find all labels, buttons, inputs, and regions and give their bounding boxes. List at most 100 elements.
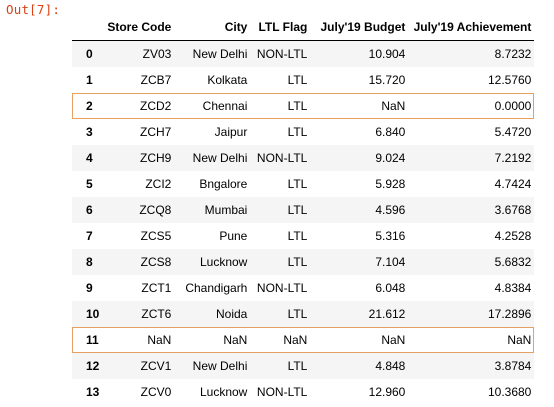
ltl-flag-cell: NON-LTL	[256, 385, 308, 399]
budget-cell: 5.928	[375, 177, 406, 191]
table-row: 0 ZV03 New Delhi NON-LTL 10.904 8.7232	[72, 40, 535, 67]
store-code-cell: ZCT6	[141, 307, 172, 321]
budget-cell: NaN	[381, 333, 406, 347]
row-index: 1	[86, 73, 93, 87]
table-row: 5 ZCI2 Bngalore LTL 5.928 4.7424	[72, 171, 534, 197]
row-index: 12	[86, 359, 100, 373]
achievement-cell: 5.4720	[494, 125, 532, 139]
city-cell: Kolkata	[207, 73, 248, 87]
store-code-cell: ZCV0	[140, 385, 172, 399]
budget-cell: 5.316	[375, 229, 406, 243]
achievement-cell: 0.0000	[494, 99, 532, 113]
column-header-city: City	[174, 14, 251, 41]
ltl-flag-cell: LTL	[287, 125, 308, 139]
ltl-flag-cell: NON-LTL	[256, 151, 308, 165]
city-cell: Pune	[219, 229, 248, 243]
achievement-cell: 5.6832	[494, 255, 532, 269]
table-row: 4 ZCH9 New Delhi NON-LTL 9.024 7.2192	[72, 145, 535, 171]
achievement-cell: 4.2528	[494, 229, 532, 243]
table-header: Store Code City LTL Flag July'19 Budget …	[72, 14, 535, 41]
ltl-flag-cell: NaN	[283, 333, 308, 347]
store-code-cell: ZCI2	[145, 177, 172, 191]
index-header	[72, 14, 103, 41]
table-row: 13 ZCV0 Lucknow NON-LTL 12.960 10.3680	[72, 379, 534, 405]
achievement-cell: 4.8384	[494, 281, 532, 295]
row-index: 2	[86, 99, 93, 113]
table-row: 11 NaN NaN NaN NaN NaN	[72, 327, 535, 353]
store-code-cell: ZCV1	[140, 359, 172, 373]
budget-cell: 4.596	[375, 203, 406, 217]
city-cell: New Delhi	[192, 47, 248, 61]
header-row: Store Code City LTL Flag July'19 Budget …	[72, 14, 535, 41]
ltl-flag-cell: LTL	[287, 99, 308, 113]
ltl-flag-cell: NON-LTL	[256, 281, 308, 295]
city-cell: Bngalore	[199, 177, 248, 191]
budget-cell: 15.720	[368, 73, 406, 87]
achievement-cell: 4.7424	[494, 177, 532, 191]
city-cell: Mumbai	[204, 203, 248, 217]
store-code-cell: NaN	[147, 333, 172, 347]
row-index: 9	[86, 281, 93, 295]
output-prompt: Out[7]:	[6, 2, 61, 17]
table-row: 6 ZCQ8 Mumbai LTL 4.596 3.6768	[72, 197, 535, 223]
store-code-cell: ZCD2	[140, 99, 172, 113]
store-code-cell: ZCH7	[140, 125, 172, 139]
table-row: 12 ZCV1 New Delhi LTL 4.848 3.8784	[72, 353, 535, 379]
store-code-cell: ZCT1	[141, 281, 172, 295]
row-index: 7	[86, 229, 93, 243]
city-cell: New Delhi	[192, 359, 248, 373]
city-cell: New Delhi	[192, 151, 248, 165]
achievement-cell: 3.8784	[494, 359, 532, 373]
store-code-cell: ZCS5	[140, 229, 172, 243]
row-index: 10	[86, 307, 100, 321]
ltl-flag-cell: LTL	[287, 229, 308, 243]
ltl-flag-cell: LTL	[287, 73, 308, 87]
column-header-july-budget: July'19 Budget	[310, 14, 409, 41]
city-cell: Lucknow	[199, 385, 248, 399]
budget-cell: 21.612	[368, 307, 406, 321]
ltl-flag-cell: NON-LTL	[256, 47, 308, 61]
dataframe-output: Store Code City LTL Flag July'19 Budget …	[72, 14, 535, 406]
store-code-cell: ZCS8	[140, 255, 172, 269]
achievement-cell: 12.5760	[487, 73, 532, 87]
table-row: 10 ZCT6 Noida LTL 21.612 17.2896	[72, 301, 535, 327]
city-cell: Chennai	[202, 99, 248, 113]
budget-cell: 10.904	[368, 47, 406, 61]
achievement-cell: 10.3680	[487, 385, 532, 399]
row-index: 0	[86, 47, 93, 61]
budget-cell: 12.960	[368, 385, 406, 399]
table-row: 8 ZCS8 Lucknow LTL 7.104 5.6832	[72, 249, 535, 275]
dataframe-table: Store Code City LTL Flag July'19 Budget …	[72, 14, 535, 406]
city-cell: Lucknow	[199, 255, 248, 269]
achievement-cell: 7.2192	[494, 151, 532, 165]
column-header-ltl-flag: LTL Flag	[250, 14, 311, 41]
ltl-flag-cell: LTL	[287, 359, 308, 373]
ltl-flag-cell: LTL	[287, 203, 308, 217]
row-index: 6	[86, 203, 93, 217]
table-row: 9 ZCT1 Chandigarh NON-LTL 6.048 4.8384	[72, 275, 534, 301]
store-code-cell: ZCH9	[140, 151, 172, 165]
row-index: 5	[86, 177, 93, 191]
budget-cell: 4.848	[375, 359, 406, 373]
table-row: 7 ZCS5 Pune LTL 5.316 4.2528	[72, 223, 534, 249]
table-body: 0 ZV03 New Delhi NON-LTL 10.904 8.7232 1 ZCB7 Ko…	[72, 40, 535, 406]
city-cell: NaN	[223, 333, 248, 347]
store-code-cell: ZCQ8	[139, 203, 172, 217]
budget-cell: NaN	[381, 99, 406, 113]
city-cell: Jaipur	[214, 125, 248, 139]
row-index: 8	[86, 255, 93, 269]
table-row: 1 ZCB7 Kolkata LTL 15.720 12.5760	[72, 67, 534, 93]
ltl-flag-cell: LTL	[287, 307, 308, 321]
achievement-cell: 17.2896	[487, 307, 532, 321]
store-code-cell: ZV03	[142, 47, 172, 61]
store-code-cell: ZCB7	[140, 73, 172, 87]
achievement-cell: 8.7232	[494, 47, 532, 61]
row-index: 4	[86, 151, 93, 165]
budget-cell: 6.048	[375, 281, 406, 295]
budget-cell: 7.104	[375, 255, 406, 269]
achievement-cell: NaN	[507, 333, 532, 347]
column-header-july-achievement: July'19 Achievement	[408, 14, 535, 41]
achievement-cell: 3.6768	[494, 203, 532, 217]
row-index: 3	[86, 125, 93, 139]
